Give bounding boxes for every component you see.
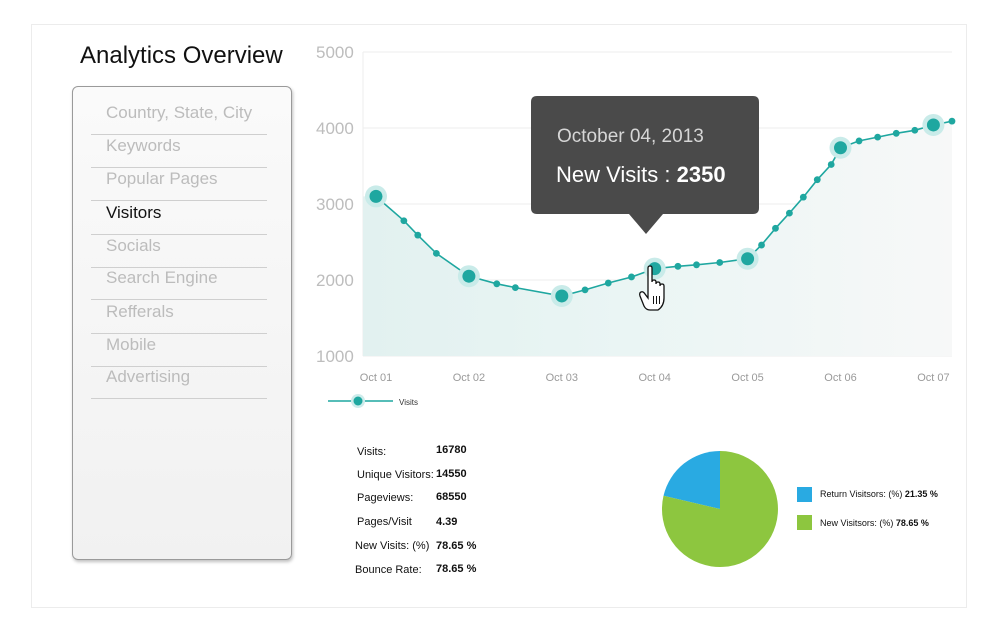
data-point-minor	[511, 284, 519, 291]
visits-area	[363, 121, 952, 356]
tooltip-value-line: New Visits : 2350	[556, 162, 726, 188]
sidebar-item-refferals[interactable]: Refferals	[91, 301, 267, 334]
stat-value-unique-visitors: 14550	[436, 468, 467, 480]
pie-slice	[663, 451, 720, 509]
data-point-minor	[604, 279, 612, 287]
y-tick-label: 2000	[316, 271, 354, 290]
stat-value-visits: 16780	[436, 444, 467, 456]
stat-label-pages-visit: Pages/Visit	[357, 516, 412, 528]
stat-value-new-visits: 78.65 %	[436, 540, 477, 552]
stat-label-new-visits: New Visits: (%)	[355, 540, 430, 552]
data-point-minor	[827, 161, 835, 168]
stat-label-visits: Visits:	[357, 446, 387, 458]
return-visitors-value: 21.35 %	[904, 489, 938, 499]
data-point	[555, 289, 569, 303]
data-point	[926, 118, 940, 132]
stat-value-pageviews: 68550	[436, 491, 467, 503]
sidebar-item-socials[interactable]: Socials	[91, 235, 267, 268]
data-point-minor	[674, 262, 682, 270]
stat-value-pages-visit: 4.39	[436, 516, 458, 528]
data-point-minor	[892, 129, 900, 137]
y-tick-label: 1000	[316, 347, 354, 366]
data-point	[369, 189, 383, 203]
data-point-minor	[813, 176, 821, 184]
x-tick-label: Oct 04	[638, 372, 670, 384]
data-point-minor	[758, 241, 765, 249]
visits-legend-label: Visits	[399, 398, 418, 407]
data-point-minor	[693, 261, 700, 269]
data-point-minor	[493, 280, 501, 288]
return-visitors-swatch	[797, 487, 812, 502]
x-tick-label: Oct 05	[731, 372, 763, 384]
sidebar-item-popular-pages[interactable]: Popular Pages	[91, 168, 267, 201]
y-tick-label: 5000	[316, 43, 354, 62]
tooltip-box	[531, 96, 759, 234]
data-point-minor	[628, 273, 635, 281]
x-tick-label: Oct 06	[824, 372, 856, 384]
sidebar-item-keywords[interactable]: Keywords	[91, 135, 267, 168]
data-point-minor	[855, 137, 863, 145]
visits-legend-marker	[353, 396, 363, 406]
data-point-minor	[716, 259, 724, 266]
new-visitors-value: 78.65 %	[895, 518, 929, 528]
x-tick-label: Oct 03	[546, 372, 578, 384]
y-axis-ticks: 5000 4000 3000 2000 1000	[316, 43, 354, 366]
x-tick-label: Oct 07	[917, 372, 949, 384]
tooltip-value: 2350	[676, 162, 726, 187]
data-point	[741, 252, 755, 266]
sidebar-item-country-state-city[interactable]: Country, State, City	[91, 102, 267, 135]
sidebar: Country, State, City Keywords Popular Pa…	[72, 86, 292, 560]
stat-value-bounce-rate: 78.65 %	[436, 563, 477, 575]
data-point-minor	[400, 217, 408, 225]
sidebar-item-mobile[interactable]: Mobile	[91, 334, 267, 367]
stat-label-unique-visitors: Unique Visitors:	[357, 469, 434, 481]
sidebar-item-visitors[interactable]: Visitors	[91, 202, 267, 235]
data-point-minor	[948, 117, 956, 125]
new-visitors-label: New Visitsors: (%)	[820, 518, 894, 528]
data-point-minor	[874, 133, 882, 141]
data-point-minor	[581, 286, 589, 294]
stat-label-bounce-rate: Bounce Rate:	[355, 564, 422, 576]
data-point-minor	[799, 193, 807, 201]
data-point-minor	[432, 250, 440, 257]
page-title: Analytics Overview	[80, 42, 283, 69]
data-point-minor	[772, 224, 779, 232]
x-tick-label: Oct 02	[453, 372, 485, 384]
return-visitors-label: Return Visitsors: (%)	[820, 489, 903, 499]
tooltip-label: New Visits :	[556, 162, 671, 187]
dashboard-frame	[31, 24, 967, 608]
data-point-minor	[414, 231, 422, 239]
new-visitors-legend: New Visitsors: (%) 78.65 %	[820, 518, 929, 528]
data-point	[834, 141, 847, 155]
x-tick-label: Oct 01	[360, 372, 392, 384]
data-point-minor	[911, 126, 919, 134]
pie-slice	[661, 451, 778, 568]
data-point-minor	[786, 209, 793, 217]
y-tick-label: 4000	[316, 119, 354, 138]
hand-cursor-icon	[639, 265, 665, 311]
new-visitors-swatch	[797, 515, 812, 530]
return-visitors-legend: Return Visitsors: (%) 21.35 %	[820, 489, 938, 499]
sidebar-item-advertising[interactable]: Advertising	[91, 366, 267, 399]
stat-label-pageviews: Pageviews:	[357, 492, 414, 504]
visits-points	[365, 113, 956, 307]
visitors-pie-chart	[661, 451, 778, 568]
sidebar-item-search-engine[interactable]: Search Engine	[91, 267, 267, 300]
x-axis-ticks: Oct 01 Oct 02 Oct 03 Oct 04 Oct 05 Oct 06 Oct …	[360, 372, 950, 384]
tooltip-date: October 04, 2013	[557, 126, 704, 147]
y-tick-label: 3000	[316, 195, 354, 214]
data-point	[462, 269, 476, 283]
